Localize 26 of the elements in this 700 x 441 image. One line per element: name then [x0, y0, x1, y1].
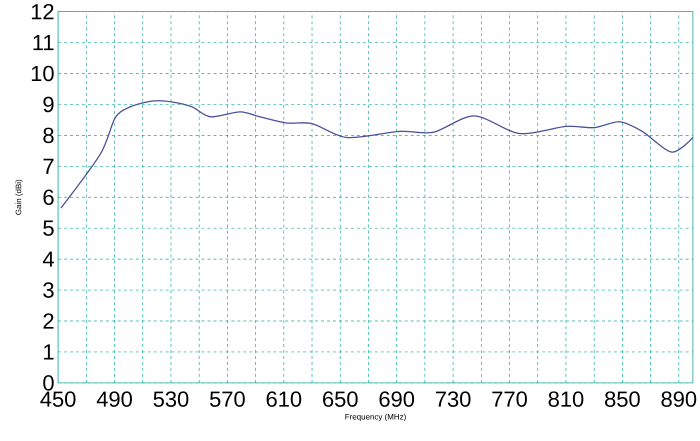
x-tick-label: 650	[323, 391, 358, 407]
y-tick-label: 6	[44, 189, 54, 206]
y-tick-label: 12	[32, 4, 54, 20]
x-tick-label: 690	[379, 391, 414, 407]
y-tick-label: 3	[43, 282, 54, 298]
y-tick-label: 0	[43, 375, 54, 391]
x-tick-label: 890	[661, 391, 696, 407]
line-series	[60, 100, 693, 209]
x-tick-label: 850	[605, 391, 640, 407]
y-tick-label: 7	[44, 158, 54, 174]
x-tick-label: 570	[210, 391, 245, 407]
x-tick-label: 770	[492, 391, 527, 407]
y-tick-label: 5	[43, 220, 54, 236]
y-tick-label: 1	[44, 344, 54, 360]
y-tick-label: 11	[34, 35, 54, 50]
x-tick-label: 730	[436, 391, 471, 407]
x-tick-label: 450	[40, 391, 76, 407]
y-tick-label: 9	[43, 96, 54, 112]
x-tick-label: 610	[266, 391, 302, 407]
x-tick-label: 810	[548, 391, 584, 407]
y-tick-label: 2	[44, 313, 54, 329]
y-tick-label: 8	[43, 128, 54, 144]
y-tick-label: 4	[42, 252, 54, 267]
y-tick-label: 10	[32, 66, 54, 82]
x-tick-label: 530	[154, 391, 188, 407]
x-tick-label: 490	[96, 391, 132, 407]
